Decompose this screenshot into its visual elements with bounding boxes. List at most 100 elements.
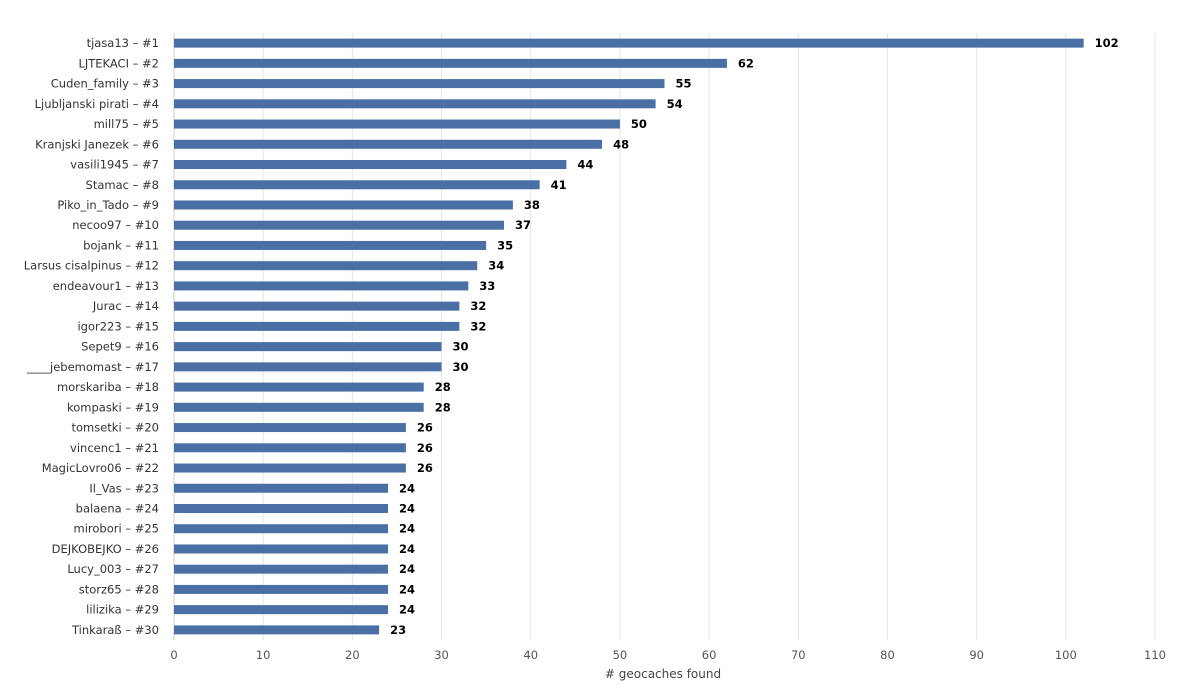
category-label: Il_Vas – #23 (89, 481, 159, 495)
category-label: Jurac – #14 (92, 299, 159, 313)
category-label: Stamac – #8 (86, 178, 159, 192)
category-label: LJTEKACI – #2 (78, 56, 159, 70)
x-tick-label: 20 (345, 648, 360, 662)
x-axis-title: # geocaches found (605, 667, 721, 681)
data-label: 26 (417, 441, 433, 455)
bar (174, 423, 406, 433)
category-label: DEJKOBEJKO – #26 (52, 542, 159, 556)
x-tick-label: 0 (170, 648, 177, 662)
bar (174, 584, 389, 594)
bar (174, 382, 424, 392)
bar (174, 58, 727, 68)
bar (174, 321, 460, 331)
data-label: 24 (399, 522, 415, 536)
bar (174, 180, 540, 190)
data-label: 50 (631, 117, 647, 131)
data-label: 28 (435, 400, 451, 414)
data-label: 62 (738, 56, 754, 70)
category-label: Lucy_003 – #27 (67, 562, 159, 576)
data-label: 44 (577, 158, 593, 172)
bar (174, 362, 442, 372)
bar (174, 99, 656, 109)
category-label: Tinkaraß – #30 (71, 623, 159, 637)
category-labels: tjasa13 – #1 LJTEKACI – #2 Cuden_family – … (24, 36, 159, 637)
data-label: 32 (470, 299, 486, 313)
bar (174, 483, 389, 493)
x-tick-label: 10 (256, 648, 271, 662)
data-label: 26 (417, 421, 433, 435)
data-label: 24 (399, 481, 415, 495)
x-tick-label: 90 (969, 648, 984, 662)
bar (174, 160, 567, 170)
category-label: Sepet9 – #16 (81, 340, 159, 354)
data-label: 26 (417, 461, 433, 475)
bar (174, 625, 380, 635)
bar (174, 544, 389, 554)
category-label: Larsus cisalpinus – #12 (24, 259, 159, 273)
x-tick-label: 50 (613, 648, 628, 662)
data-label: 34 (488, 259, 504, 273)
category-label: Piko_in_Tado – #9 (57, 198, 159, 212)
x-tick-label: 100 (1055, 648, 1077, 662)
category-label: Kranjski Janezek – #6 (35, 137, 159, 151)
bar (174, 139, 603, 149)
category-label: tjasa13 – #1 (87, 36, 159, 50)
bars (174, 38, 1084, 635)
bar (174, 503, 389, 513)
category-label: ____jebemomast – #17 (26, 360, 159, 374)
bar (174, 281, 469, 291)
grid-lines (173, 33, 1156, 640)
category-label: endeavour1 – #13 (53, 279, 159, 293)
data-label: 35 (497, 238, 513, 252)
bar (174, 220, 504, 230)
category-label: kompaski – #19 (67, 400, 159, 414)
x-tick-label: 110 (1144, 648, 1166, 662)
bar (174, 200, 513, 210)
bar (174, 38, 1084, 48)
data-label: 33 (479, 279, 495, 293)
data-label: 32 (470, 319, 486, 333)
category-label: tomsetki – #20 (71, 421, 159, 435)
bar (174, 564, 389, 574)
x-tick-label: 80 (880, 648, 895, 662)
x-tick-label: 40 (523, 648, 538, 662)
category-label: necoo97 – #10 (72, 218, 159, 232)
data-label: 23 (390, 623, 406, 637)
bar (174, 301, 460, 311)
data-label: 38 (524, 198, 540, 212)
category-label: morskariba – #18 (57, 380, 159, 394)
bar (174, 261, 478, 271)
category-label: storz65 – #28 (79, 582, 159, 596)
data-label: 30 (453, 340, 469, 354)
data-label: 48 (613, 137, 629, 151)
data-label: 30 (453, 360, 469, 374)
data-label: 28 (435, 380, 451, 394)
category-label: igor223 – #15 (77, 319, 159, 333)
bar (174, 79, 665, 89)
category-label: balaena – #24 (76, 501, 159, 515)
data-label: 24 (399, 562, 415, 576)
bar (174, 524, 389, 534)
category-label: bojank – #11 (83, 238, 159, 252)
bar (174, 402, 424, 412)
bar (174, 443, 406, 453)
category-label: mill75 – #5 (94, 117, 159, 131)
bar (174, 119, 620, 129)
data-label: 55 (676, 77, 692, 91)
category-label: vasili1945 – #7 (70, 158, 159, 172)
category-label: Cuden_family – #3 (51, 77, 159, 91)
category-label: vincenc1 – #21 (70, 441, 159, 455)
data-label: 41 (551, 178, 567, 192)
bar (174, 342, 442, 352)
x-tick-label: 70 (791, 648, 806, 662)
category-label: lilizika – #29 (86, 603, 159, 617)
data-label: 102 (1095, 36, 1119, 50)
value-labels: 1026255545048444138373534333232303028282… (390, 36, 1119, 637)
bar (174, 605, 389, 615)
data-label: 24 (399, 603, 415, 617)
bar (174, 240, 487, 250)
category-label: mirobori – #25 (74, 522, 160, 536)
data-label: 24 (399, 501, 415, 515)
data-label: 24 (399, 542, 415, 556)
